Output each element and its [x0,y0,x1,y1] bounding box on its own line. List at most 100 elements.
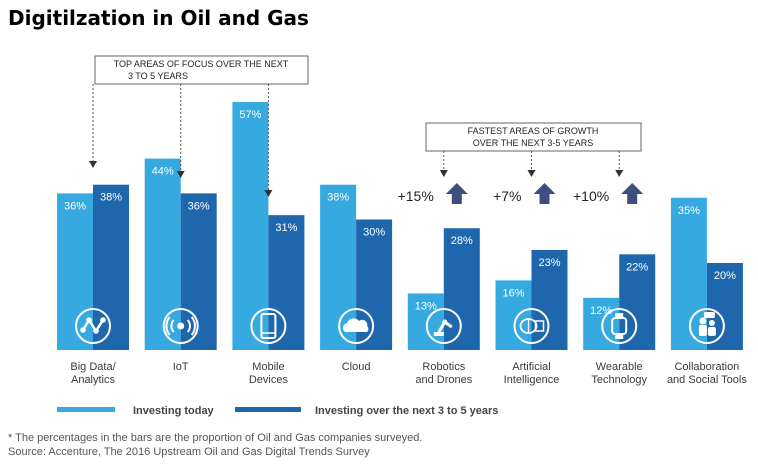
watch-strap-top [615,313,624,318]
category-label: IoT [173,361,189,373]
bar-future [443,228,480,350]
bar-today [495,280,532,350]
bar-future [180,193,217,350]
icon-circle [250,308,287,344]
category-label: Analytics [71,374,116,386]
category-label: Robotics [422,361,465,373]
bar-value-label: 12% [590,305,612,317]
legend: Investing today Investing over the next 3… [57,405,498,417]
icon-circle [162,308,199,344]
growth-arrow-icon [533,183,556,204]
category-label: and Drones [415,374,472,386]
cloud-shape [342,318,369,332]
callout-pointer-arrowhead [176,171,185,178]
category-label: and Social Tools [667,374,747,386]
phone-body [260,313,277,339]
bar-value-label: 36% [64,200,86,212]
bar-value-label: 36% [188,200,210,212]
page-title: Digitilzation in Oil and Gas [8,6,309,30]
bar-value-label: 31% [275,222,297,234]
bar-value-label: 35% [678,205,700,217]
wave [170,319,175,333]
icon-circle [688,308,725,344]
bar-value-label: 20% [714,270,736,282]
growth-arrow-icon [445,183,468,204]
icon-circle [601,308,638,344]
bar-value-label: 30% [363,227,385,239]
broadcast-icon [162,308,199,344]
broadcast-center [177,322,185,330]
bar-future [531,249,568,350]
bar-today [144,158,181,350]
growth-label: +7% [493,188,521,204]
growth-layer: +15% +7% +10% [398,183,644,204]
legend-swatch-future [235,407,301,412]
focus-callout-text: TOP AREAS OF FOCUS OVER THE NEXT [114,59,289,69]
category-label: Technology [591,374,647,386]
bar-value-label: 16% [502,287,524,299]
bar-today [232,102,269,350]
bar-value-label: 23% [538,257,560,269]
bar-today [670,197,707,350]
category-label: Cloud [342,361,371,373]
wave [186,319,191,333]
callouts-layer: TOP AREAS OF FOCUS OVER THE NEXT 3 TO 5 Y… [89,55,642,197]
person-head [699,317,707,325]
bar-value-label: 57% [239,109,261,121]
callout-pointer-arrowhead [89,161,97,168]
bar-value-label: 38% [100,192,122,204]
line-graph-node [86,317,92,323]
chip [534,320,545,332]
callout-pointer-arrowhead [615,170,624,177]
focus-callout-box [94,55,309,85]
icon-circle [338,308,375,344]
wave [190,316,196,336]
smartwatch-icon [601,308,638,344]
bars-layer [57,102,743,350]
bar-value-label: 44% [152,166,174,178]
growth-callout-box [425,122,642,152]
bar-value-label: 22% [626,261,648,273]
robot-arm-icon [425,308,462,344]
line-graph-path [81,317,105,334]
legend-label-today: Investing today [133,405,215,417]
bar-today [407,293,444,350]
icon-circle [425,308,462,344]
speech-bubble [703,312,715,318]
icons-layer [75,308,725,344]
callout-pointer-arrowhead [439,170,448,177]
focus-callout-text: 3 TO 5 YEARS [128,71,188,81]
line-graph-node [100,317,106,323]
bar-value-label: 28% [451,235,473,247]
robot-base [433,332,444,336]
growth-arrow-icon [621,183,644,204]
bar-future [93,184,129,350]
category-label: Big Data/ [70,361,116,373]
line-graph-icon [75,308,111,344]
line-graph-node [93,328,99,334]
footnote: * The percentages in the bars are the pr… [8,432,423,444]
category-label: Collaboration [674,361,739,373]
line-graph-node [80,327,86,333]
robot-joint [442,319,448,325]
growth-callout-text: FASTEST AREAS OF GROWTH [468,126,599,136]
callout-pointer-arrowhead [527,170,536,177]
source-note: Source: Accenture, The 2016 Upstream Oil… [8,446,370,458]
bar-value-label: 13% [415,300,437,312]
icon-circle [75,308,111,344]
bar-future [268,215,305,350]
brain-chip-icon [513,308,550,344]
person-body [698,325,707,336]
growth-label: +10% [573,188,609,204]
category-label: Wearable [596,361,643,373]
brain-outline [519,318,538,334]
people-chat-icon [688,308,725,344]
person-body [707,327,716,336]
labels-layer: 36% 38% Big Data/Analytics 44% 36% IoT 57% 31% M… [64,109,747,386]
bar-today [57,193,93,350]
watch-strap-bottom [615,334,624,339]
growth-callout-text: OVER THE NEXT 3-5 YEARS [473,138,594,148]
cloud-icon [338,308,375,344]
wave [165,316,171,336]
